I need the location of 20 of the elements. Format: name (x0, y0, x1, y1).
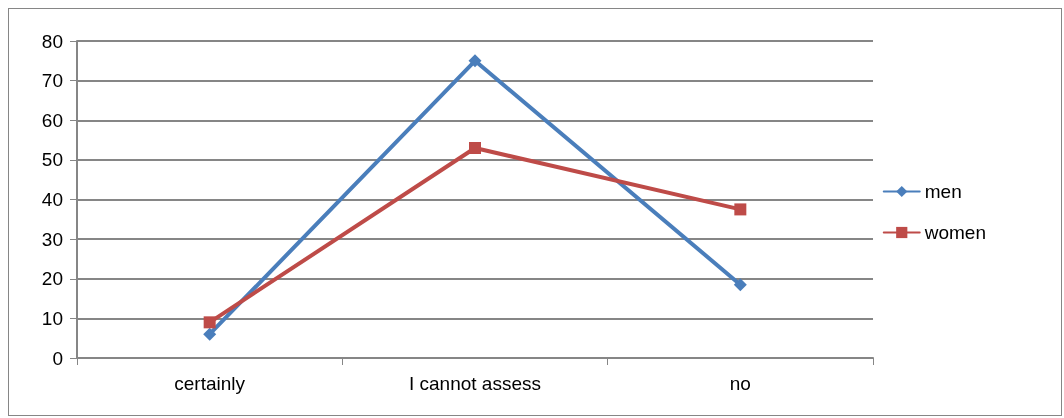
y-tick-label: 20 (41, 268, 63, 290)
y-tick-label: 30 (41, 228, 63, 250)
y-tick-label: 70 (41, 70, 63, 92)
legend-label: women (923, 222, 986, 243)
y-tick-label: 50 (41, 149, 63, 171)
point (203, 316, 216, 329)
point (203, 327, 217, 341)
y-tick-label: 0 (52, 347, 63, 369)
y-tick-label: 10 (41, 307, 63, 329)
x-tick-label: no (729, 373, 751, 394)
point (468, 54, 482, 68)
point (469, 141, 481, 154)
y-tick-label: 60 (41, 109, 63, 131)
x-tick-label: I cannot assess (408, 373, 542, 394)
legend-label: men (924, 181, 962, 202)
point (733, 278, 747, 292)
y-tick-label: 80 (41, 30, 63, 52)
y-tick-label: 40 (41, 189, 63, 210)
x-tick-label: certainly (174, 373, 246, 394)
point (734, 203, 747, 216)
